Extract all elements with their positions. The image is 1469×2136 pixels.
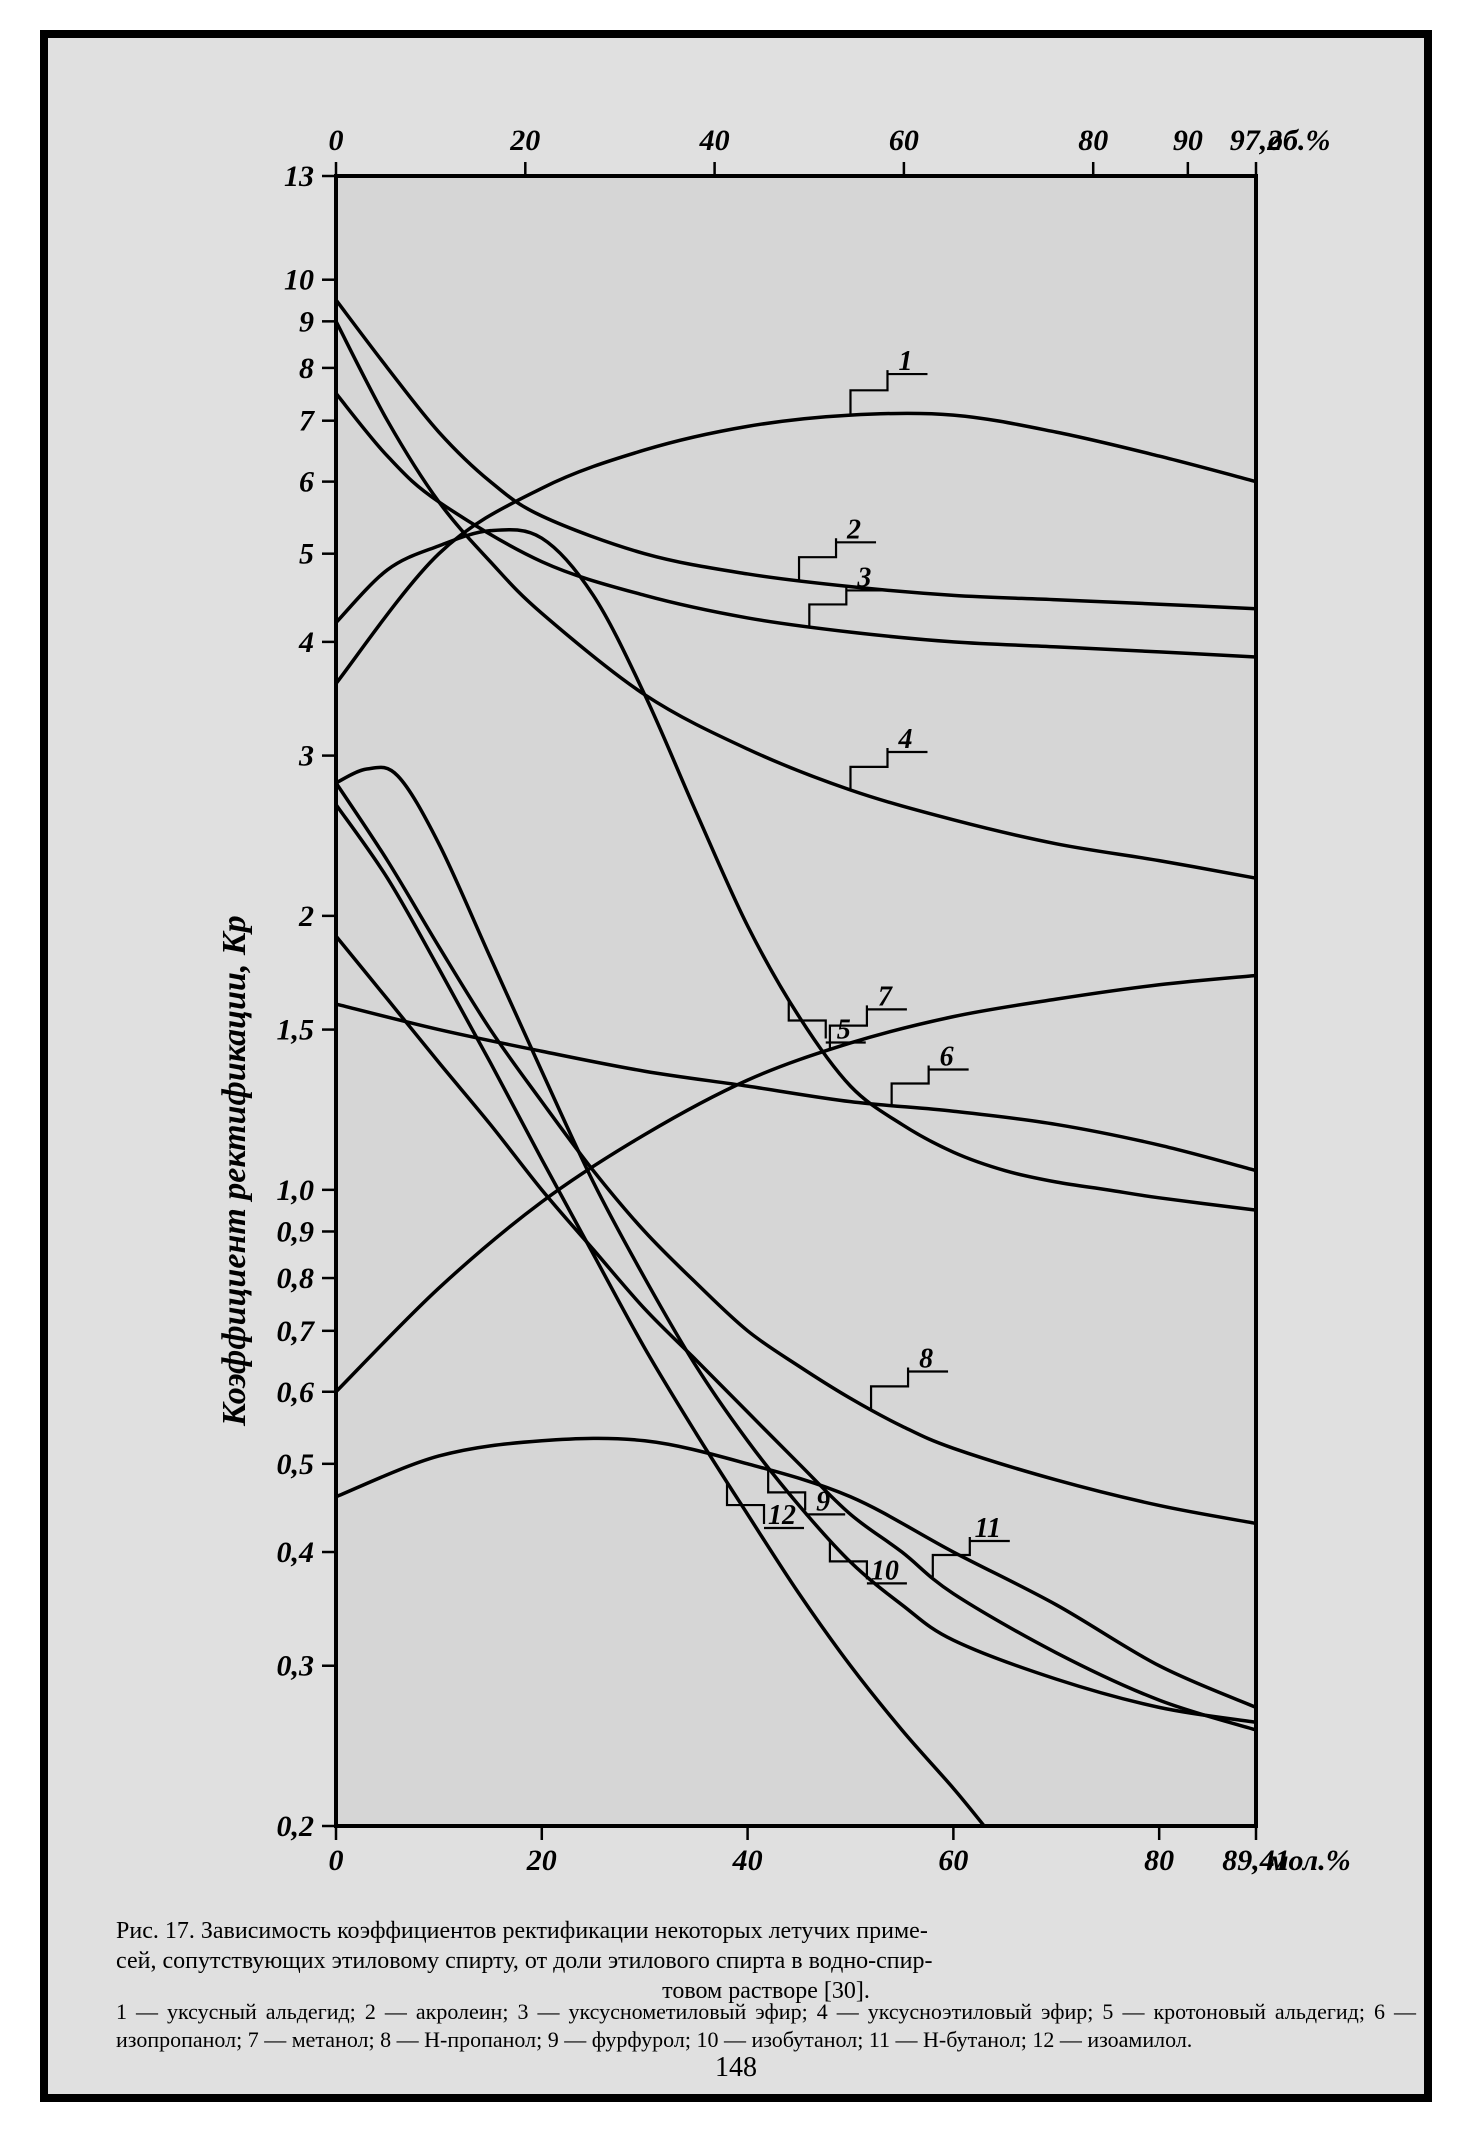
y-tick-label: 0,7 [277,1315,316,1348]
y-tick-label: 9 [299,305,314,338]
y-tick-label: 1,5 [277,1014,315,1047]
curve-label-3: 3 [856,562,871,593]
y-tick-label: 6 [299,466,314,499]
x-bottom-tick-label: 60 [938,1844,968,1877]
figure-caption: Рис. 17. Зависимость коэффициентов ректи… [116,1916,1416,2006]
y-tick-label: 7 [299,405,315,438]
x-bottom-unit: мол.% [1266,1844,1351,1877]
curve-label-4: 4 [897,724,912,755]
x-bottom-tick-label: 80 [1144,1844,1174,1877]
y-axis-label: Коэффициент ректификации, Kр [216,915,254,1426]
caption-line-2: сей, сопутствующих этиловому спирту, от … [116,1948,932,1974]
x-top-tick-label: 20 [509,124,540,157]
curve-label-5: 5 [837,1014,851,1045]
y-tick-label: 10 [284,264,314,297]
curve-label-2: 2 [846,514,861,545]
y-tick-label: 3 [298,740,314,773]
y-tick-label: 0,8 [277,1262,315,1295]
y-tick-label: 2 [298,900,314,933]
x-bottom-tick-label: 0 [329,1844,344,1877]
y-tick-label: 5 [299,538,314,571]
curve-label-9: 9 [816,1486,830,1517]
page-number: 148 [46,2052,1426,2084]
x-top-tick-label: 40 [699,124,730,157]
y-tick-label: 0,3 [277,1650,315,1683]
curve-label-12: 12 [768,1500,796,1531]
y-tick-label: 0,5 [277,1448,315,1481]
x-top-tick-label: 90 [1173,124,1203,157]
y-tick-label: 0,6 [277,1376,315,1409]
x-top-tick-label: 80 [1078,124,1108,157]
y-tick-label: 0,4 [277,1536,315,1569]
y-tick-label: 4 [298,626,314,659]
x-top-unit: об.% [1268,124,1330,157]
y-tick-label: 13 [284,160,314,193]
y-tick-label: 8 [299,352,314,385]
curve-label-7: 7 [878,981,893,1012]
page: 0,20,30,40,50,60,70,80,91,01,52345678910… [0,0,1469,2136]
chart-container: 0,20,30,40,50,60,70,80,91,01,52345678910… [106,76,1436,1906]
chart-svg: 0,20,30,40,50,60,70,80,91,01,52345678910… [106,76,1436,1906]
y-tick-label: 1,0 [277,1174,315,1207]
curve-label-11: 11 [975,1513,1001,1544]
x-top-tick-label: 0 [329,124,344,157]
curve-label-8: 8 [919,1343,933,1374]
y-tick-label: 0,2 [277,1810,315,1843]
x-top-tick-label: 60 [889,124,919,157]
caption-line-1: Рис. 17. Зависимость коэффициентов ректи… [116,1918,928,1944]
curve-label-10: 10 [871,1555,899,1586]
curve-label-6: 6 [940,1041,954,1072]
curve-label-1: 1 [898,346,912,377]
x-bottom-tick-label: 20 [526,1844,557,1877]
scan-frame: 0,20,30,40,50,60,70,80,91,01,52345678910… [40,30,1432,2102]
y-tick-label: 0,9 [277,1215,315,1248]
figure-legend: 1 — уксусный альдегид; 2 — акролеин; 3 —… [116,1998,1416,2053]
x-bottom-tick-label: 40 [732,1844,763,1877]
